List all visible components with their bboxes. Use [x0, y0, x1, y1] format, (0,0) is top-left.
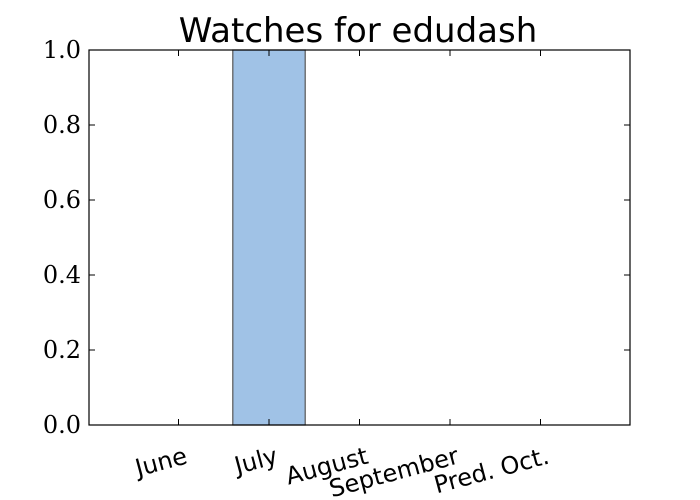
plot-area [88, 49, 631, 426]
chart-title: Watches for edudash [179, 11, 538, 51]
x-tick-label: July [230, 442, 281, 481]
y-tick-label: 1.0 [43, 36, 81, 64]
x-tick-label: June [130, 442, 190, 483]
y-tick-label: 0.4 [43, 261, 81, 289]
y-tick-label: 0.2 [43, 336, 81, 364]
bar-july [232, 49, 306, 426]
y-tick-label: 0.8 [43, 111, 81, 139]
y-tick-label: 0.0 [43, 411, 81, 439]
y-tick-label: 0.6 [43, 186, 81, 214]
